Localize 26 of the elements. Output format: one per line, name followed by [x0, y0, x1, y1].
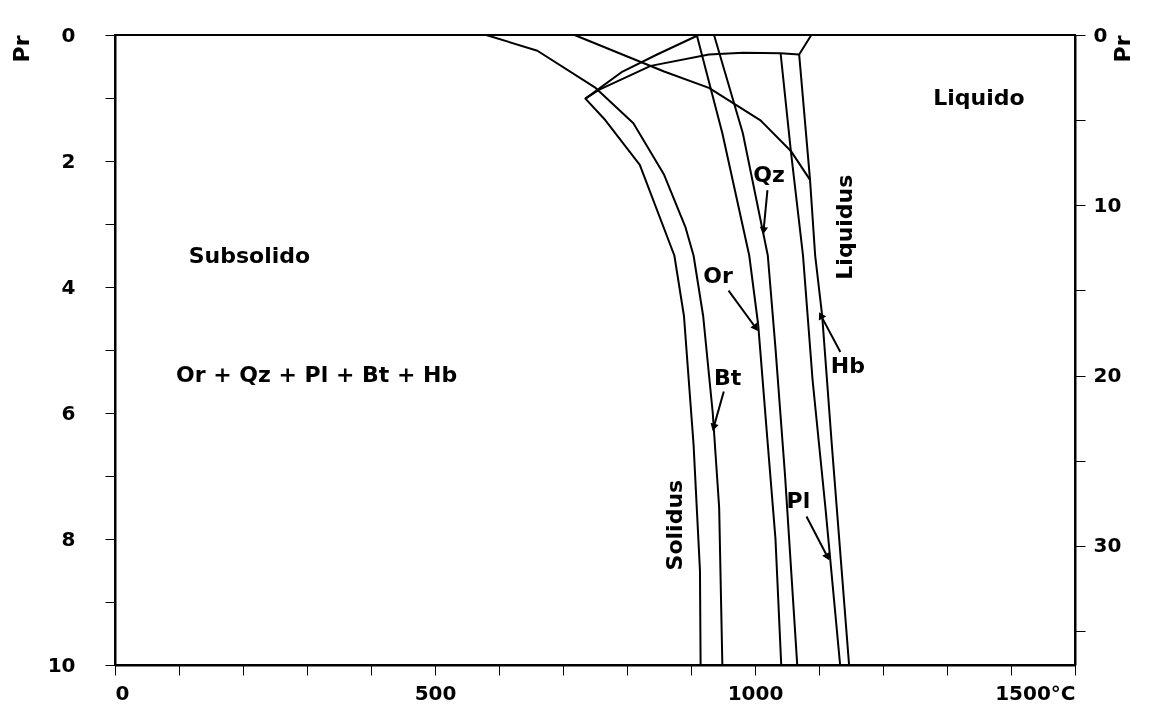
y2-tick-label: 30 — [1093, 533, 1122, 558]
y-tick-label: 10 — [47, 652, 76, 677]
y-tick-label: 4 — [61, 274, 76, 299]
annotation: Pl — [786, 487, 811, 513]
annotation: Qz — [753, 161, 785, 187]
annotation: Or — [703, 263, 733, 289]
x-tick-label: 1000 — [727, 680, 784, 705]
annotation: Subsolido — [188, 242, 311, 268]
annotation: Solidus — [662, 479, 688, 571]
y2-axis-title: Pr — [1110, 35, 1136, 63]
annotation: Liquidus — [831, 174, 857, 280]
annotation: Bt — [714, 364, 742, 390]
y2-tick-label: 0 — [1093, 22, 1108, 47]
x-tick-label: 0 — [115, 680, 130, 705]
y-tick-label: 8 — [61, 526, 76, 551]
y-tick-label: 0 — [61, 22, 76, 47]
annotation: Hb — [830, 353, 865, 379]
x-tick-label: 500 — [414, 680, 457, 705]
annotation: Liquido — [933, 85, 1025, 110]
y2-tick-label: 20 — [1093, 363, 1122, 388]
y-tick-label: 2 — [61, 148, 76, 173]
y-tick-label: 6 — [61, 400, 76, 425]
x-tick-label: 1500°C — [995, 680, 1076, 705]
y-axis-title: Pr — [8, 35, 34, 63]
annotation: Or + Qz + Pl + Bt + Hb — [176, 362, 458, 388]
y2-tick-label: 10 — [1093, 192, 1122, 217]
